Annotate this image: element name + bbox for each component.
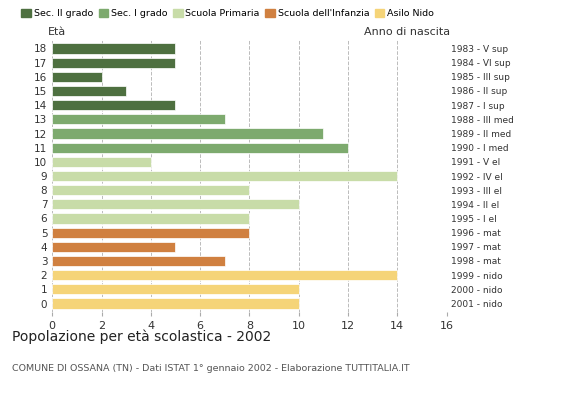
Bar	[52, 298, 299, 309]
Bar	[52, 242, 176, 252]
Bar	[52, 214, 249, 224]
Bar	[52, 157, 151, 167]
Bar	[52, 185, 249, 195]
Bar	[52, 44, 176, 54]
Bar	[52, 256, 225, 266]
Bar	[52, 100, 176, 110]
Bar	[52, 114, 225, 124]
Bar	[52, 86, 126, 96]
Bar	[52, 171, 397, 181]
Bar	[52, 128, 324, 139]
Legend: Sec. II grado, Sec. I grado, Scuola Primaria, Scuola dell'Infanzia, Asilo Nido: Sec. II grado, Sec. I grado, Scuola Prim…	[21, 9, 434, 18]
Bar	[52, 284, 299, 294]
Bar	[52, 72, 102, 82]
Text: Età: Età	[48, 27, 67, 37]
Bar	[52, 199, 299, 210]
Text: Popolazione per età scolastica - 2002: Popolazione per età scolastica - 2002	[12, 330, 271, 344]
Text: COMUNE DI OSSANA (TN) - Dati ISTAT 1° gennaio 2002 - Elaborazione TUTTITALIA.IT: COMUNE DI OSSANA (TN) - Dati ISTAT 1° ge…	[12, 364, 409, 373]
Text: Anno di nascita: Anno di nascita	[364, 27, 451, 37]
Bar	[52, 142, 348, 153]
Bar	[52, 270, 397, 280]
Bar	[52, 58, 176, 68]
Bar	[52, 228, 249, 238]
